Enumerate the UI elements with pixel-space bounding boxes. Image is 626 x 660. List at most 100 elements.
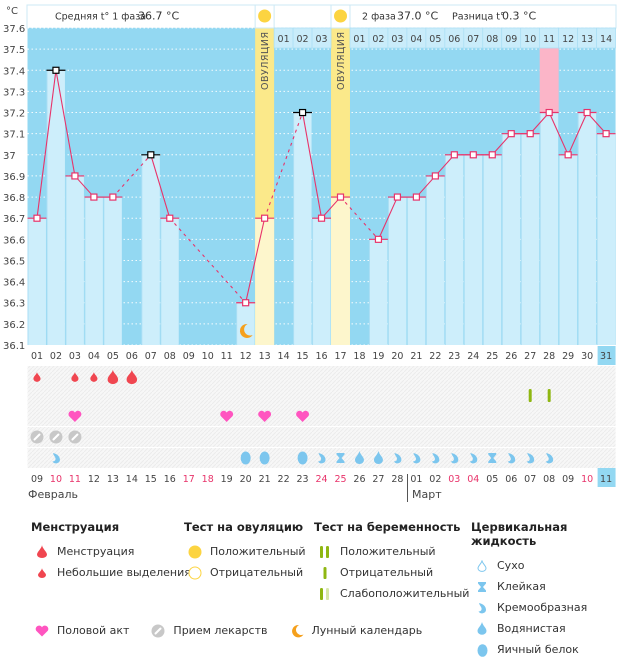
- legend-title: Менструация: [31, 520, 120, 534]
- data-point: [33, 214, 41, 222]
- cycle-day-label: 09: [505, 34, 517, 45]
- temperature-bar: [426, 175, 445, 345]
- cycle-day-label: 02: [372, 34, 384, 45]
- x-tick-label: 17: [334, 351, 346, 362]
- bbt-chart: °C Средняя t° 1 фаза 36.7 °C 2 фаза 37.0…: [3, 4, 617, 487]
- fluid-creamy-icon: [471, 602, 493, 614]
- legend-label: Водянистая: [497, 622, 566, 635]
- month-divider: [407, 474, 408, 502]
- legend-ovulation-test: Тест на овуляцию Положительный Отрицател…: [184, 520, 306, 583]
- y-tick-label: 37: [3, 151, 16, 162]
- calendar-date: 05: [486, 474, 498, 485]
- data-point: [393, 193, 402, 201]
- cycle-day-label: 01: [353, 34, 365, 45]
- calendar-date: 14: [126, 474, 138, 485]
- x-tick-label: 18: [353, 351, 365, 362]
- cycle-day-label: 14: [600, 34, 612, 45]
- calendar-date: 11: [69, 474, 81, 485]
- temperature-bar: [141, 154, 160, 345]
- temperature-bar: [464, 154, 483, 345]
- x-tick-label: 12: [240, 351, 252, 362]
- legend-title: Тест на беременность: [314, 520, 461, 534]
- ovulation-label: ОВУЛЯЦИЯ: [336, 31, 347, 90]
- y-tick-label: 37.1: [3, 130, 25, 141]
- data-point: [507, 130, 515, 138]
- data-point: [526, 130, 534, 138]
- calendar-date: 18: [202, 474, 214, 485]
- calendar-date: 06: [505, 474, 517, 485]
- legend-label: Слабоположительный: [340, 587, 470, 600]
- fluid-watery-icon: [471, 622, 493, 635]
- data-point: [469, 151, 477, 159]
- legend-label: Положительный: [340, 545, 436, 558]
- fluid-egg-white-icon: [471, 643, 493, 657]
- y-tick-label: 37.6: [3, 24, 25, 35]
- calendar-date: 10: [581, 474, 593, 485]
- x-tick-label: 31: [600, 351, 612, 362]
- excluded-point: [147, 151, 155, 159]
- fluid-sticky-icon: [336, 453, 345, 463]
- x-tick-label: 20: [391, 351, 403, 362]
- cycle-day-label: 13: [581, 34, 593, 45]
- x-tick-label: 07: [145, 351, 157, 362]
- line-segment: [302, 112, 323, 219]
- calendar-date: 27: [372, 474, 384, 485]
- calendar-date: 21: [259, 474, 271, 485]
- calendar-date: 03: [448, 474, 460, 485]
- fluid-creamy-icon: [526, 453, 535, 464]
- line-segment: [36, 70, 57, 219]
- x-tick-label: 11: [221, 351, 233, 362]
- legend-item: Положительный: [184, 541, 306, 562]
- cycle-day-label: 03: [391, 34, 403, 45]
- data-point: [450, 151, 458, 159]
- legend-item: Лунный календарь: [286, 620, 422, 641]
- legend-item: Водянистая: [471, 618, 626, 639]
- line-segment: [55, 70, 76, 177]
- x-tick-label: 03: [69, 351, 81, 362]
- temperature-bar: [388, 197, 407, 345]
- calendar-date: 17: [183, 474, 195, 485]
- moon-icon: [239, 323, 253, 338]
- calendar-date: 25: [334, 474, 346, 485]
- temperature-bar: [293, 112, 312, 346]
- temperature-bar: [597, 133, 616, 345]
- y-tick-label: 36.4: [3, 278, 25, 289]
- calendar-date: 19: [221, 474, 233, 485]
- cycle-day-label: 05: [429, 34, 441, 45]
- x-tick-label: 06: [126, 351, 138, 362]
- month-label-march: Март: [412, 488, 442, 501]
- fluid-creamy-icon: [318, 453, 326, 464]
- fluid-creamy-icon: [469, 453, 478, 464]
- legend-label: Небольшие выделения: [57, 566, 191, 579]
- x-tick-label: 16: [315, 351, 327, 362]
- cycle-day-label: 02: [297, 34, 309, 45]
- x-tick-label: 10: [202, 351, 214, 362]
- legend-item: Клейкая: [471, 576, 626, 597]
- fluid-creamy-icon: [52, 453, 60, 464]
- x-tick-label: 28: [543, 351, 555, 362]
- drop-heavy-icon: [126, 369, 138, 385]
- y-tick-label: 36.8: [3, 193, 25, 204]
- line-segment: [548, 112, 569, 156]
- legend-item: Отрицательный: [314, 562, 469, 583]
- symbol-row: [27, 386, 616, 406]
- ovulation-label: ОВУЛЯЦИЯ: [260, 31, 271, 90]
- cycle-day-cell: [596, 27, 616, 49]
- calendar-date: 01: [410, 474, 422, 485]
- calendar-date: 02: [429, 474, 441, 485]
- legend-pregnancy-test: Тест на беременность Положительный Отриц…: [314, 520, 469, 604]
- temperature-bar: [28, 218, 46, 345]
- calendar-date: 23: [297, 474, 309, 485]
- line-segment: [245, 218, 266, 303]
- temperature-bar: [84, 197, 103, 345]
- x-tick-label: 09: [183, 351, 195, 362]
- temperature-bar: [236, 302, 255, 345]
- data-point: [583, 108, 591, 117]
- fluid-egg-white-icon: [259, 451, 270, 465]
- ovulation-negative-icon: [184, 566, 206, 580]
- heart-icon: [68, 410, 82, 422]
- cycle-day-label: 12: [562, 34, 574, 45]
- calendar-date: 12: [88, 474, 100, 485]
- cycle-day-label: 01: [278, 34, 290, 45]
- y-tick-label: 36.3: [3, 299, 25, 310]
